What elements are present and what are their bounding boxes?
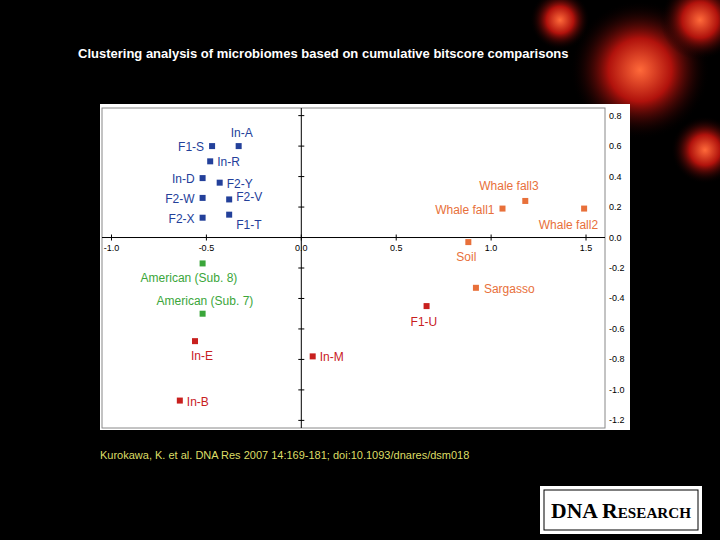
x-tick	[586, 235, 587, 241]
point-label: F1-U	[411, 315, 438, 329]
x-tick	[111, 235, 112, 241]
y-tick-label: 0.8	[609, 111, 622, 121]
plot-background	[100, 104, 630, 430]
point-label: In-A	[231, 126, 253, 140]
x-tick-label: 0.0	[295, 243, 308, 253]
point	[236, 143, 242, 149]
y-tick	[298, 298, 304, 299]
y-tick-label: 0.4	[609, 172, 622, 182]
point	[473, 285, 479, 291]
point-label: F2-V	[236, 190, 262, 204]
point-label: In-M	[320, 350, 344, 364]
x-tick	[206, 235, 207, 241]
point-labels: F1-S In-A In-R In-D F2-Y F2-W F2-V F2-X F1-T Amer…	[141, 126, 599, 408]
points	[177, 143, 587, 403]
x-tick-label: -0.5	[199, 243, 215, 253]
point	[226, 212, 232, 218]
point-label: American (Sub. 8)	[141, 271, 238, 285]
point-label: F2-W	[165, 192, 195, 206]
y-tick	[298, 268, 304, 269]
y-tick-label: -0.8	[609, 354, 625, 364]
point	[200, 195, 206, 201]
point-label: In-R	[217, 155, 240, 169]
citation: Kurokawa, K. et al. DNA Res 2007 14:169-…	[100, 449, 469, 461]
y-tick-label: -1.0	[609, 385, 625, 395]
x-tick	[491, 235, 492, 241]
point-label: Whale fall1	[435, 203, 495, 217]
point-label: In-E	[191, 349, 213, 363]
x-axis	[102, 237, 605, 238]
x-tick-label: -1.0	[104, 243, 120, 253]
decoration	[530, 0, 590, 50]
point-label: American (Sub. 7)	[157, 294, 254, 308]
point-label: F1-T	[236, 218, 262, 232]
point	[581, 206, 587, 212]
point-label: Whale fall3	[479, 179, 539, 193]
point	[310, 353, 316, 359]
point	[500, 206, 506, 212]
logo-box	[540, 486, 702, 534]
y-tick-label: -0.6	[609, 324, 625, 334]
y-tick	[298, 176, 304, 177]
decoration	[671, 116, 720, 184]
point	[465, 239, 471, 245]
x-tick-label: 0.5	[390, 243, 403, 253]
point	[192, 338, 198, 344]
point	[226, 196, 232, 202]
point-label: In-D	[172, 172, 195, 186]
point	[200, 215, 206, 221]
x-tick	[396, 235, 397, 241]
y-tick	[298, 237, 304, 238]
point-label: Sargasso	[484, 282, 535, 296]
point-label: F2-X	[169, 212, 195, 226]
logo: DNA Research	[551, 500, 691, 522]
point-label: F2-Y	[227, 177, 253, 191]
point	[200, 175, 206, 181]
y-tick-label: -1.2	[609, 415, 625, 425]
y-tick	[298, 389, 304, 390]
point	[424, 303, 430, 309]
y-tick-label: -0.4	[609, 293, 625, 303]
y-tick	[298, 146, 304, 147]
y-tick	[298, 420, 304, 421]
point	[209, 143, 215, 149]
title: Clustering analysis of microbiomes based…	[78, 46, 569, 61]
y-tick-label: 0.2	[609, 202, 622, 212]
point	[200, 260, 206, 266]
point-label: Whale fall2	[539, 218, 599, 232]
decoration	[660, 0, 720, 60]
point	[200, 311, 206, 317]
logo-frame	[544, 490, 698, 530]
x-tick-label: 1.0	[485, 243, 498, 253]
slide: Clustering analysis of microbiomes based…	[0, 0, 720, 540]
y-tick-label: 0.6	[609, 141, 622, 151]
x-tick-label: 1.5	[580, 243, 593, 253]
point-label: Soil	[456, 250, 476, 264]
y-tick	[298, 207, 304, 208]
plot-frame	[102, 108, 605, 428]
point	[177, 398, 183, 404]
point	[217, 180, 223, 186]
point-label: F1-S	[178, 140, 204, 154]
y-tick	[298, 359, 304, 360]
point	[522, 198, 528, 204]
y-tick	[298, 115, 304, 116]
y-tick	[298, 328, 304, 329]
point-label: In-B	[187, 395, 209, 409]
point	[207, 158, 213, 164]
y-tick-label: -0.2	[609, 263, 625, 273]
y-tick-label: 0.0	[609, 233, 622, 243]
